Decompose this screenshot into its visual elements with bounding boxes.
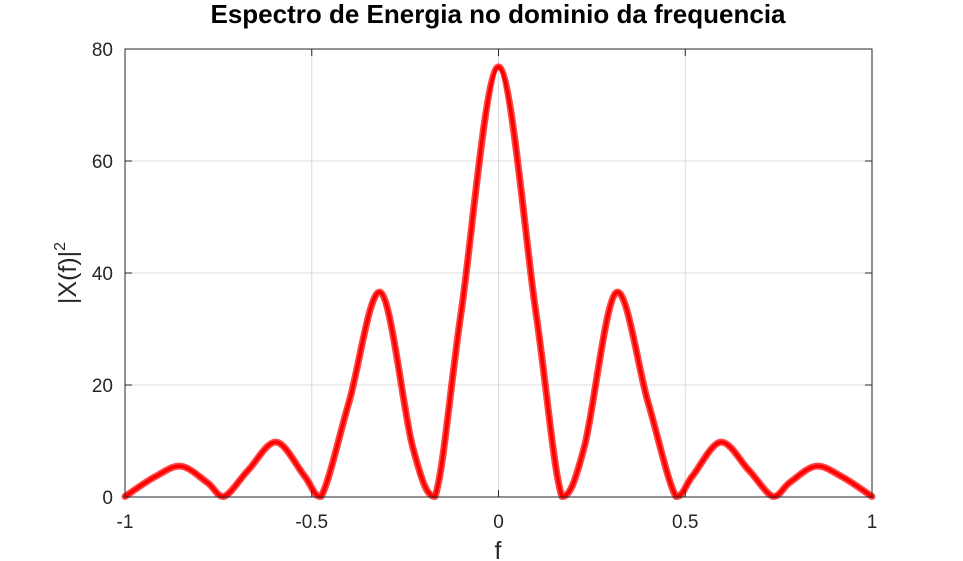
- svg-text:|X(f)|2: |X(f)|2: [52, 242, 82, 304]
- x-tick-label: -0.5: [295, 512, 328, 533]
- x-tick-label: -1: [117, 512, 134, 533]
- spectrum-line: [123, 65, 874, 499]
- chart-title: Espectro de Energia no dominio da freque…: [211, 0, 787, 29]
- x-tick-label: 0.5: [672, 512, 698, 533]
- grid: [124, 48, 873, 498]
- x-tick-label: 1: [867, 512, 878, 533]
- axis-ticks: [124, 48, 873, 498]
- y-tick-labels: 0 20 40 60 80: [92, 40, 113, 509]
- y-axis-label: |X(f)|2: [52, 242, 82, 304]
- y-tick-label: 40: [92, 264, 113, 285]
- y-tick-label: 60: [92, 152, 113, 173]
- y-tick-label: 0: [102, 488, 113, 509]
- y-axis-label-exponent: 2: [52, 242, 69, 251]
- y-tick-label: 20: [92, 376, 113, 397]
- x-tick-label: 0: [493, 512, 504, 533]
- x-axis-label: f: [495, 537, 502, 561]
- x-tick-labels: -1 -0.5 0 0.5 1: [117, 512, 878, 533]
- y-tick-label: 80: [92, 40, 113, 61]
- y-axis-label-base: |X(f)|: [54, 251, 82, 304]
- plot-series: [121, 63, 876, 500]
